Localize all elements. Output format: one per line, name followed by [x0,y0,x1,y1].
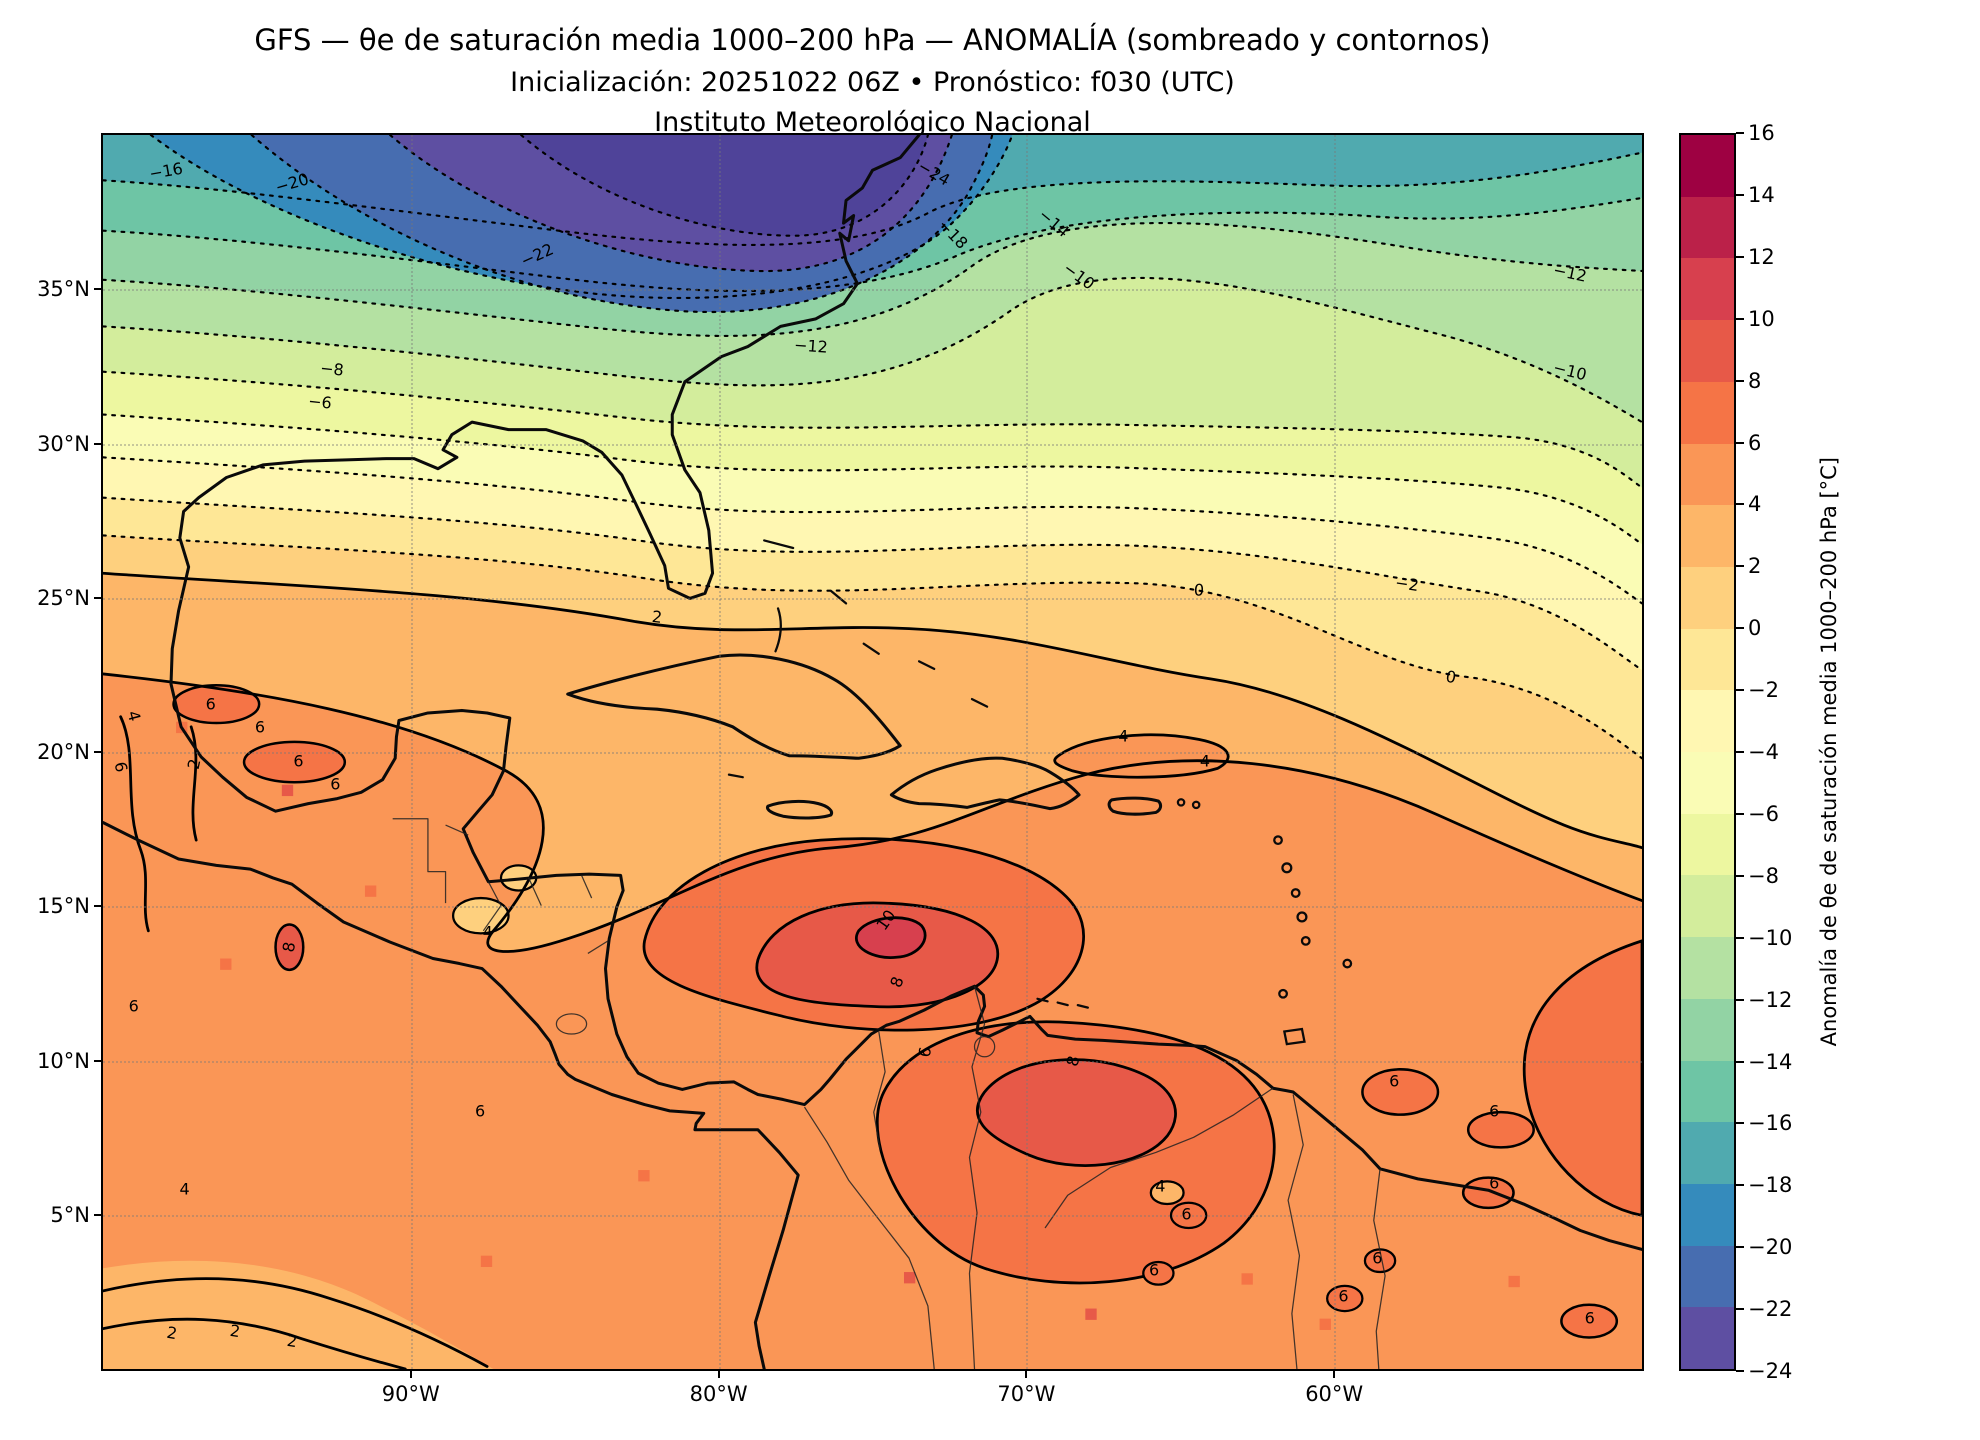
colorbar-band [1681,752,1734,814]
title-block: GFS — θe de saturación media 1000–200 hP… [101,22,1644,140]
y-tick-label: 30°N [37,431,90,456]
y-tick-label: 20°N [37,740,90,764]
colorbar-tick-label: 12 [1748,244,1775,269]
colorbar-band [1681,875,1734,938]
colorbar-band [1681,937,1734,999]
colorbar-tick-mark [1736,441,1744,444]
colorbar-band [1681,1307,1734,1370]
map-field-svg [103,135,1642,1369]
colorbar-tick-mark [1736,132,1744,134]
colorbar-tick-label: −24 [1748,1359,1793,1383]
x-tick-label: 70°W [997,1382,1056,1406]
y-tick-mark [94,905,103,908]
colorbar-label: Anomalía de θe de saturación media 1000–… [1817,457,1841,1047]
colorbar-tick-mark [1736,874,1744,877]
y-tick-mark [94,288,103,291]
colorbar-tick-mark [1736,255,1744,258]
colorbar-tick-label: 14 [1748,182,1775,207]
figure-title: GFS — θe de saturación media 1000–200 hP… [254,23,1491,57]
colorbar-tick-mark [1736,317,1744,320]
x-tick-mark [1333,1369,1336,1378]
colorbar-band [1681,566,1734,629]
colorbar-tick-mark [1736,565,1744,568]
y-tick-mark [94,596,103,599]
colorbar-tick-mark [1736,379,1744,382]
colorbar-tick-label: −2 [1748,678,1779,703]
y-tick-label: 10°N [37,1048,90,1073]
figure-institution: Instituto Meteorológico Nacional [654,107,1091,138]
colorbar-band [1681,196,1734,259]
colorbar-band [1681,505,1734,567]
colorbar-band [1681,690,1734,753]
colorbar-tick-label: −20 [1748,1235,1793,1260]
colorbar-band [1681,1245,1734,1308]
colorbar-tick-mark [1736,193,1744,196]
colorbar-band [1681,443,1734,506]
x-tick-label: 60°W [1305,1382,1364,1406]
colorbar-tick-mark [1736,998,1744,1001]
colorbar-band [1681,381,1734,444]
colorbar-tick-label: −18 [1748,1173,1793,1198]
colorbar-tick-mark [1736,1122,1744,1125]
x-tick-label: 80°W [689,1382,748,1406]
x-tick-mark [1025,1369,1028,1378]
colorbar-band [1681,1122,1734,1184]
colorbar-band [1681,320,1734,382]
colorbar-tick-label: −8 [1748,863,1779,888]
colorbar-tick-label: −14 [1748,1049,1793,1074]
y-tick-mark [94,442,103,445]
colorbar-band [1681,135,1734,197]
colorbar [1679,133,1736,1371]
y-tick-label: 15°N [37,894,90,919]
colorbar-band [1681,998,1734,1061]
colorbar-tick-mark [1736,1184,1744,1187]
y-tick-mark [94,1213,103,1216]
x-tick-label: 90°W [381,1382,440,1406]
y-tick-mark [94,751,103,753]
colorbar-tick-mark [1736,812,1744,815]
map-plot-area: −16 −20 −22 −24 −18 −14 −10 −12 −12 −10 −8 −6 −2 0 0 2 4… [37,133,1644,1406]
colorbar-tick-mark [1736,1060,1744,1063]
colorbar-tick-label: 0 [1748,616,1762,641]
colorbar-tick-label: −4 [1748,740,1779,764]
colorbar-tick-label: 16 [1748,121,1775,145]
colorbar-tick-label: 8 [1748,368,1762,393]
colorbar-tick-mark [1736,503,1744,506]
y-tick-mark [94,1059,103,1062]
colorbar-band [1681,628,1734,691]
colorbar-tick-label: −6 [1748,801,1779,826]
y-tick-label: 35°N [37,277,90,302]
colorbar-tick-label: 10 [1748,306,1775,331]
colorbar-tick-mark [1736,936,1744,939]
y-tick-label: 5°N [50,1202,90,1227]
x-tick-mark [717,1369,720,1378]
colorbar-tick-label: 2 [1748,554,1762,579]
colorbar-band [1681,1060,1734,1123]
colorbar-tick-label: 4 [1748,492,1762,517]
colorbar-tick-mark [1736,1246,1744,1249]
colorbar-tick-mark [1736,689,1744,692]
colorbar-band [1681,813,1734,876]
colorbar-tick-mark [1736,1308,1744,1311]
colorbar-tick-label: −12 [1748,987,1793,1012]
figure-subtitle: Inicialización: 20251022 06Z • Pronóstic… [510,67,1235,99]
colorbar-tick-label: −16 [1748,1111,1793,1136]
colorbar-label-wrap: Anomalía de θe de saturación media 1000–… [1806,133,1852,1371]
colorbar-tick-label: 6 [1748,430,1762,455]
colorbar-tick-mark [1736,627,1744,630]
colorbar-band [1681,258,1734,321]
colorbar-tick-mark [1736,751,1744,753]
colorbar-band [1681,1183,1734,1246]
x-tick-mark [409,1369,412,1378]
y-tick-label: 25°N [37,585,90,610]
colorbar-tick-label: −10 [1748,925,1793,950]
colorbar-tick-mark [1736,1370,1744,1372]
colorbar-tick-label: −22 [1748,1297,1793,1322]
